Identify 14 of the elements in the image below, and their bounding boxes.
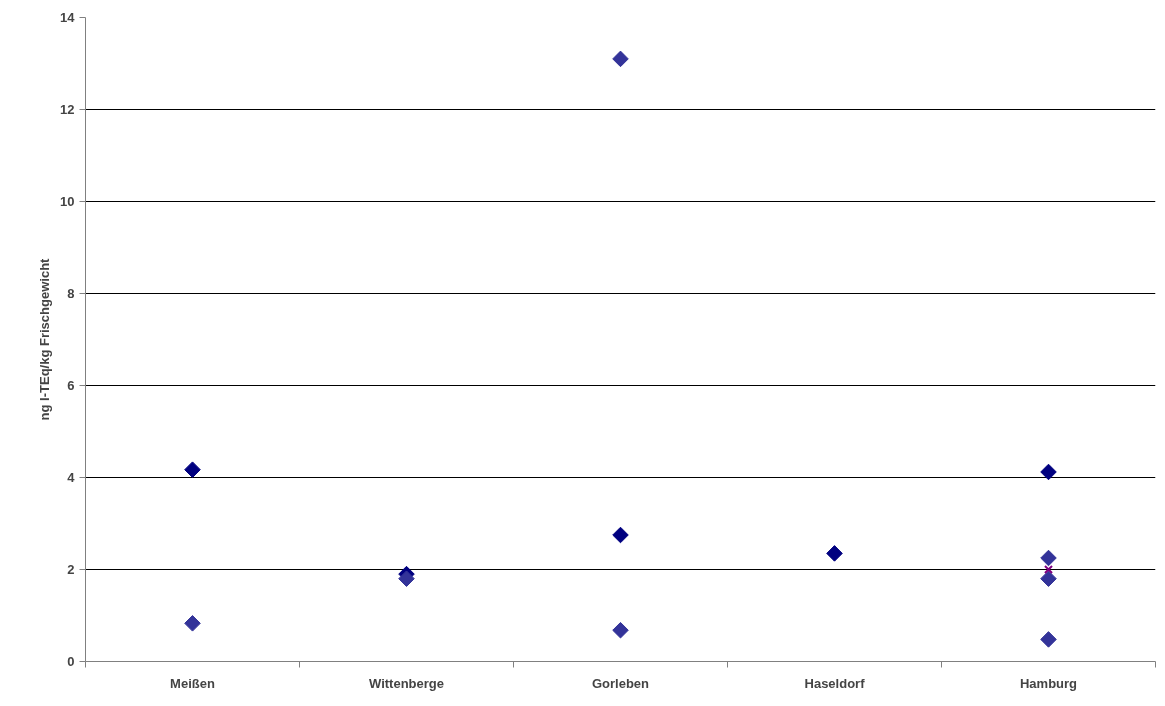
x-tick-label: Hamburg — [1019, 675, 1078, 691]
y-tick-label: 8 — [67, 286, 75, 301]
x-tick-label: Haseldorf — [804, 675, 866, 691]
y-tick-label: 14 — [60, 10, 76, 25]
y-axis-title: ng I-TEq/kg Frischgewicht — [37, 257, 53, 421]
y-tick-label: 10 — [60, 194, 75, 209]
y-tick-label: 12 — [60, 102, 75, 117]
y-tick-label: 2 — [67, 562, 75, 577]
x-tick-label: Meißen — [170, 675, 215, 691]
x-tick-label: Wittenberge — [369, 675, 444, 691]
y-tick-label: 0 — [67, 654, 75, 669]
x-tick-label: Gorleben — [591, 675, 650, 691]
y-tick-label: 6 — [67, 378, 75, 393]
y-tick-label: 4 — [67, 470, 76, 485]
